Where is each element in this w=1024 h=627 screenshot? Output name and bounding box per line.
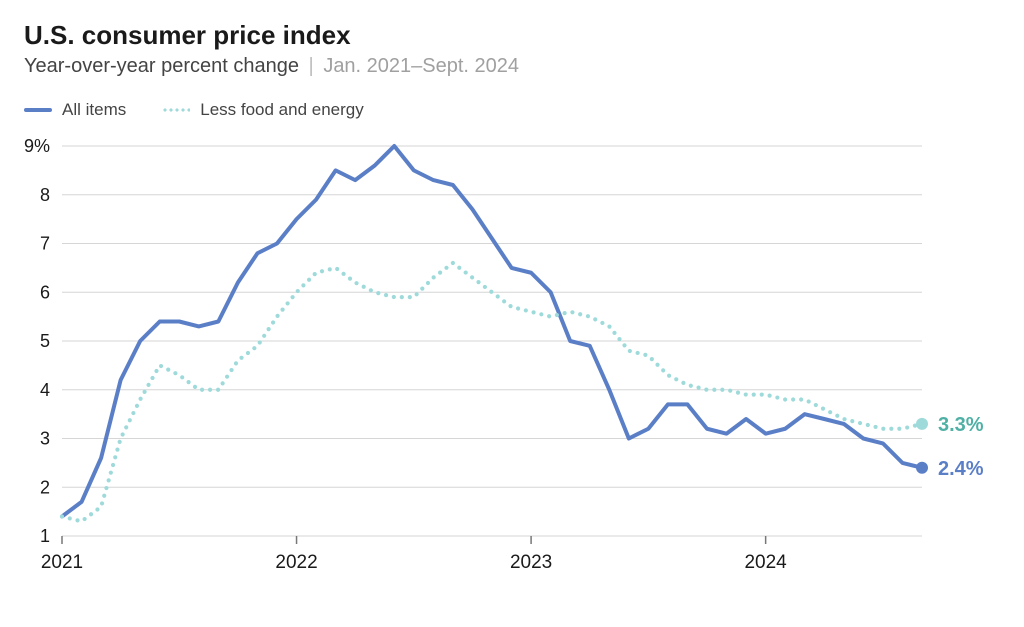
y-axis-tick-label: 3 — [40, 429, 50, 449]
legend-item-all-items: All items — [24, 100, 126, 120]
x-axis-tick-label: 2021 — [41, 552, 83, 573]
y-axis-tick-label: 8 — [40, 185, 50, 205]
line-chart-svg: 1 2 3 4 5 6 7 8 9% 2021 2022 2023 2024 2.4% 3.3% — [24, 130, 1000, 600]
chart-area: 1 2 3 4 5 6 7 8 9% 2021 2022 2023 2024 2.4% 3.3% — [24, 130, 1000, 600]
y-axis-tick-label: 4 — [40, 380, 50, 400]
subtitle-separator: | — [309, 55, 314, 77]
y-axis-tick-label: 7 — [40, 234, 50, 254]
series-dots-core — [60, 261, 917, 523]
legend-item-core: Less food and energy — [162, 100, 364, 120]
legend-label-all-items: All items — [62, 100, 126, 120]
y-axis-tick-label: 6 — [40, 282, 50, 302]
chart-subtitle: Year-over-year percent change | Jan. 202… — [24, 55, 1000, 78]
legend-swatch-all-items — [24, 108, 52, 112]
legend: All items Less food and energy — [24, 100, 1000, 120]
series-line-all_items — [62, 146, 922, 517]
y-axis-tick-label: 9% — [24, 136, 50, 156]
legend-swatch-core — [162, 108, 190, 112]
y-axis-tick-label: 2 — [40, 477, 50, 497]
series-end-label-core: 3.3% — [938, 414, 984, 436]
subtitle-main: Year-over-year percent change — [24, 55, 299, 77]
legend-label-core: Less food and energy — [200, 100, 364, 120]
x-axis-tick-label: 2024 — [744, 552, 787, 573]
x-axis-tick-label: 2023 — [510, 552, 552, 573]
series-end-marker-core — [916, 418, 928, 430]
series-end-marker-all_items — [916, 462, 928, 474]
chart-title: U.S. consumer price index — [24, 20, 1000, 51]
series-end-label-all_items: 2.4% — [938, 458, 984, 480]
subtitle-date-range: Jan. 2021–Sept. 2024 — [323, 55, 519, 77]
y-axis-tick-label: 5 — [40, 331, 50, 351]
y-axis-tick-label: 1 — [40, 526, 50, 546]
x-axis-tick-label: 2022 — [275, 552, 317, 573]
